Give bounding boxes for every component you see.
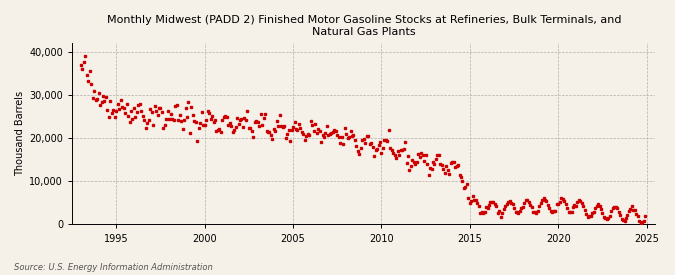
Y-axis label: Thousand Barrels: Thousand Barrels: [15, 91, 25, 176]
Text: Source: U.S. Energy Information Administration: Source: U.S. Energy Information Administ…: [14, 263, 212, 272]
Title: Monthly Midwest (PADD 2) Finished Motor Gasoline Stocks at Refineries, Bulk Term: Monthly Midwest (PADD 2) Finished Motor …: [107, 15, 621, 37]
